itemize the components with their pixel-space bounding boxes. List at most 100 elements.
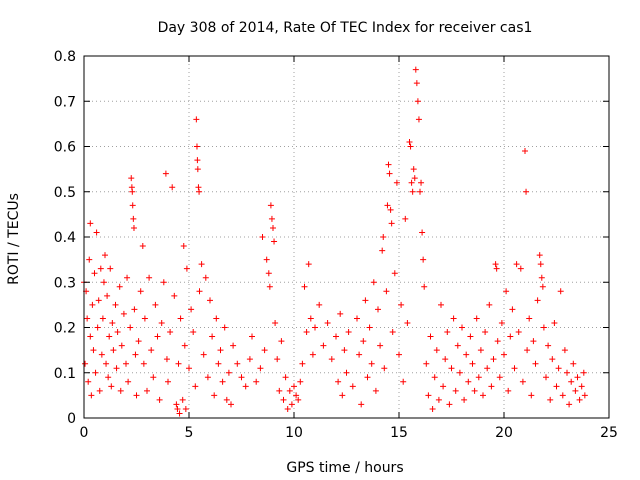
data-point bbox=[90, 347, 97, 354]
data-point bbox=[372, 387, 379, 394]
data-point bbox=[442, 356, 449, 363]
data-point bbox=[503, 288, 510, 295]
data-point bbox=[459, 324, 465, 331]
grid-lines bbox=[84, 56, 609, 418]
data-point bbox=[129, 202, 136, 209]
data-point bbox=[574, 374, 581, 381]
data-point bbox=[86, 256, 93, 263]
data-point bbox=[97, 265, 104, 272]
x-tick-label: 10 bbox=[285, 425, 303, 441]
data-point bbox=[482, 329, 489, 336]
data-point bbox=[87, 333, 94, 340]
y-tick-label: 0.3 bbox=[54, 275, 76, 291]
data-point bbox=[312, 324, 318, 331]
y-tick-label: 0.2 bbox=[54, 321, 76, 337]
data-point bbox=[128, 175, 135, 182]
data-point bbox=[515, 329, 522, 336]
data-point bbox=[320, 342, 327, 349]
data-point bbox=[123, 360, 129, 367]
data-point bbox=[107, 265, 114, 272]
data-point bbox=[103, 360, 110, 367]
data-point bbox=[444, 329, 451, 336]
data-point bbox=[261, 347, 268, 354]
data-point bbox=[156, 396, 163, 403]
data-point bbox=[117, 387, 124, 394]
data-point bbox=[580, 369, 587, 376]
data-point bbox=[406, 138, 413, 145]
data-point bbox=[381, 365, 388, 372]
data-point bbox=[412, 66, 419, 73]
data-point bbox=[349, 383, 356, 390]
data-point bbox=[490, 356, 497, 363]
data-point bbox=[452, 387, 459, 394]
data-point bbox=[398, 301, 405, 308]
data-point bbox=[561, 347, 568, 354]
data-point bbox=[131, 306, 138, 313]
data-point bbox=[238, 374, 245, 381]
data-point bbox=[559, 392, 566, 399]
data-point bbox=[158, 319, 165, 326]
data-point bbox=[433, 347, 440, 354]
data-point bbox=[133, 392, 140, 399]
data-point bbox=[440, 383, 447, 390]
data-point bbox=[555, 365, 562, 372]
data-point bbox=[417, 188, 423, 195]
data-point bbox=[108, 383, 115, 390]
data-point bbox=[165, 378, 171, 385]
data-point bbox=[141, 315, 148, 322]
data-point bbox=[333, 333, 339, 340]
data-point bbox=[196, 188, 203, 195]
data-point bbox=[465, 378, 472, 385]
data-point bbox=[461, 396, 468, 403]
data-point bbox=[393, 179, 400, 186]
y-tick-label: 0.7 bbox=[54, 94, 76, 110]
y-tick-label: 0.5 bbox=[54, 185, 76, 201]
data-point bbox=[576, 396, 583, 403]
data-point bbox=[486, 301, 493, 308]
data-point bbox=[150, 374, 157, 381]
data-point bbox=[391, 270, 398, 277]
data-point bbox=[246, 356, 253, 363]
data-point bbox=[557, 288, 564, 295]
data-point bbox=[517, 265, 524, 272]
data-point bbox=[242, 383, 249, 390]
data-point bbox=[213, 315, 220, 322]
data-point bbox=[89, 301, 96, 308]
data-point bbox=[204, 374, 211, 381]
data-point bbox=[223, 396, 230, 403]
x-tick-label: 25 bbox=[600, 425, 618, 441]
data-point bbox=[286, 387, 293, 394]
data-point bbox=[364, 374, 371, 381]
data-point bbox=[173, 401, 180, 408]
data-point bbox=[509, 306, 516, 313]
x-tick-label: 15 bbox=[390, 425, 408, 441]
data-point bbox=[488, 383, 495, 390]
data-point bbox=[193, 116, 200, 123]
data-point bbox=[194, 157, 201, 164]
data-point bbox=[343, 369, 350, 376]
data-point bbox=[182, 405, 189, 412]
data-point bbox=[137, 288, 144, 295]
data-point bbox=[82, 360, 89, 367]
data-point bbox=[526, 315, 533, 322]
data-point bbox=[188, 306, 195, 313]
data-point bbox=[249, 333, 255, 340]
data-point bbox=[339, 392, 346, 399]
data-point bbox=[278, 338, 285, 345]
data-point bbox=[549, 356, 556, 363]
data-point bbox=[98, 351, 105, 358]
data-point bbox=[139, 243, 146, 250]
data-point bbox=[263, 256, 270, 263]
y-tick-label: 0.4 bbox=[54, 230, 76, 246]
data-point bbox=[177, 315, 184, 322]
data-point bbox=[288, 401, 295, 408]
data-point bbox=[175, 360, 182, 367]
data-point bbox=[396, 351, 402, 358]
data-point bbox=[467, 333, 474, 340]
data-point bbox=[169, 184, 176, 191]
data-point bbox=[540, 324, 547, 331]
data-point bbox=[118, 342, 125, 349]
data-point bbox=[307, 315, 314, 322]
x-axis-label: GPS time / hours bbox=[286, 460, 403, 476]
data-point bbox=[180, 243, 187, 250]
